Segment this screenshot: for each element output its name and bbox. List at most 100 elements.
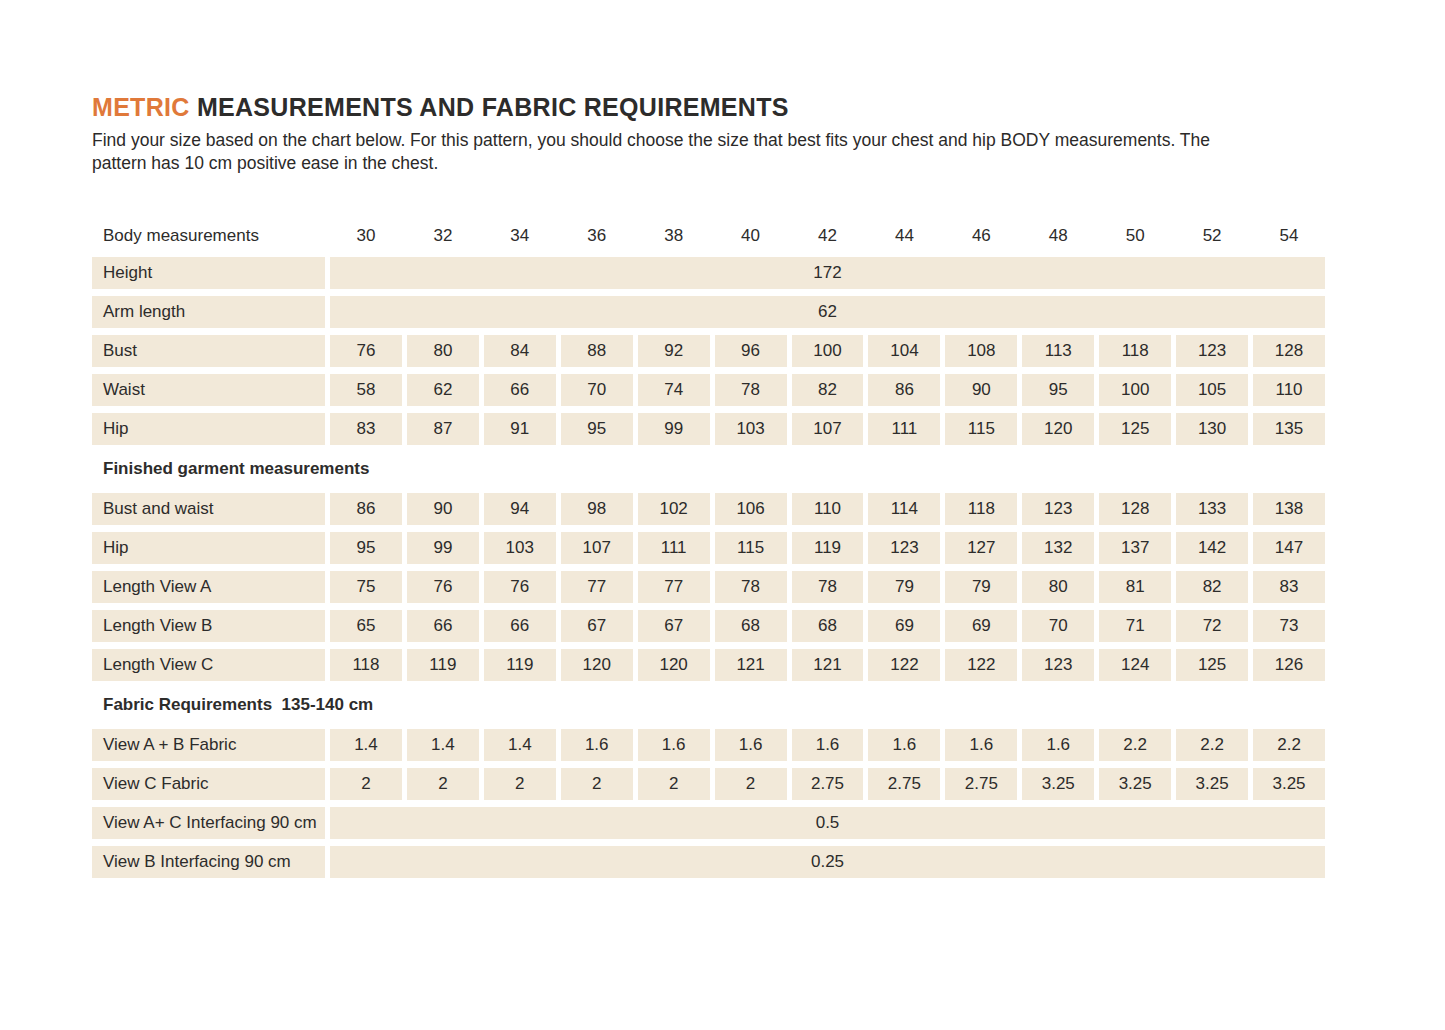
cell-value: 69 [945,610,1017,642]
size-column-header: 40 [715,222,787,250]
cell-value: 83 [1253,571,1325,603]
cell-value: 1.6 [561,729,633,761]
cell-value: 1.6 [868,729,940,761]
cell-value: 95 [330,532,402,564]
measurement-table: Body measurements30323436384042444648505… [92,222,1325,878]
cell-value: 133 [1176,493,1248,525]
cell-value: 78 [792,571,864,603]
cell-value: 2 [407,768,479,800]
size-column-header: 54 [1253,222,1325,250]
cell-value: 1.6 [715,729,787,761]
row-label: Bust [92,335,325,367]
cell-value: 94 [484,493,556,525]
row-label: Length View C [92,649,325,681]
cell-value: 107 [792,413,864,445]
cell-value: 123 [1022,493,1094,525]
row-label: Height [92,257,325,289]
cell-value: 83 [330,413,402,445]
cell-value: 1.6 [638,729,710,761]
row-label: Arm length [92,296,325,328]
row-span-value: 0.5 [330,807,1325,839]
size-column-header: 50 [1099,222,1171,250]
cell-value: 86 [868,374,940,406]
cell-value: 1.4 [330,729,402,761]
size-column-header: 48 [1022,222,1094,250]
cell-value: 125 [1176,649,1248,681]
cell-value: 2 [561,768,633,800]
cell-value: 69 [868,610,940,642]
cell-value: 68 [792,610,864,642]
cell-value: 2.75 [792,768,864,800]
cell-value: 72 [1176,610,1248,642]
size-column-header: 42 [792,222,864,250]
cell-value: 99 [638,413,710,445]
cell-value: 132 [1022,532,1094,564]
cell-value: 62 [407,374,479,406]
cell-value: 137 [1099,532,1171,564]
cell-value: 92 [638,335,710,367]
cell-value: 106 [715,493,787,525]
row-span-value: 62 [330,296,1325,328]
cell-value: 81 [1099,571,1171,603]
cell-value: 3.25 [1022,768,1094,800]
cell-value: 96 [715,335,787,367]
cell-value: 125 [1099,413,1171,445]
cell-value: 1.4 [484,729,556,761]
cell-value: 76 [330,335,402,367]
pattern-document-page: METRIC MEASUREMENTS AND FABRIC REQUIREME… [0,0,1445,878]
row-label: Hip [92,532,325,564]
size-column-header: 36 [561,222,633,250]
cell-value: 66 [484,610,556,642]
cell-value: 75 [330,571,402,603]
cell-value: 90 [407,493,479,525]
cell-value: 126 [1253,649,1325,681]
cell-value: 128 [1099,493,1171,525]
cell-value: 1.6 [1022,729,1094,761]
cell-value: 67 [638,610,710,642]
cell-value: 2 [638,768,710,800]
cell-value: 120 [638,649,710,681]
cell-value: 121 [792,649,864,681]
cell-value: 86 [330,493,402,525]
row-label: View A + B Fabric [92,729,325,761]
cell-value: 113 [1022,335,1094,367]
cell-value: 82 [1176,571,1248,603]
cell-value: 95 [561,413,633,445]
cell-value: 98 [561,493,633,525]
size-column-header: 44 [868,222,940,250]
cell-value: 88 [561,335,633,367]
cell-value: 123 [868,532,940,564]
cell-value: 123 [1176,335,1248,367]
cell-value: 77 [638,571,710,603]
cell-value: 80 [407,335,479,367]
cell-value: 128 [1253,335,1325,367]
cell-value: 2.75 [945,768,1017,800]
intro-text: Find your size based on the chart below.… [92,129,1262,175]
cell-value: 58 [330,374,402,406]
cell-value: 118 [945,493,1017,525]
cell-value: 79 [945,571,1017,603]
cell-value: 123 [1022,649,1094,681]
cell-value: 2 [715,768,787,800]
cell-value: 118 [330,649,402,681]
cell-value: 68 [715,610,787,642]
cell-value: 1.6 [945,729,1017,761]
cell-value: 122 [868,649,940,681]
cell-value: 73 [1253,610,1325,642]
row-label: View B Interfacing 90 cm [92,846,325,878]
size-column-header: 34 [484,222,556,250]
cell-value: 124 [1099,649,1171,681]
row-label: Bust and waist [92,493,325,525]
size-column-header: 30 [330,222,402,250]
cell-value: 71 [1099,610,1171,642]
cell-value: 65 [330,610,402,642]
page-title: METRIC MEASUREMENTS AND FABRIC REQUIREME… [92,95,1445,120]
cell-value: 90 [945,374,1017,406]
row-span-value: 0.25 [330,846,1325,878]
cell-value: 74 [638,374,710,406]
page-title-highlight: METRIC [92,93,190,121]
cell-value: 127 [945,532,1017,564]
cell-value: 66 [484,374,556,406]
cell-value: 115 [945,413,1017,445]
cell-value: 67 [561,610,633,642]
